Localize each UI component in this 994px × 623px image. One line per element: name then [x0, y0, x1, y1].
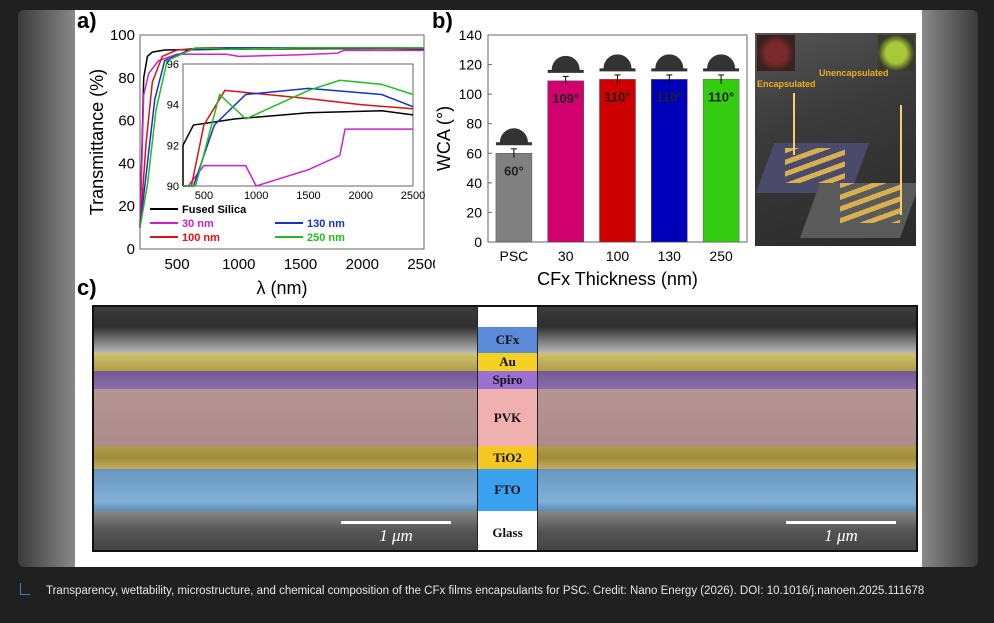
y-tick-label: 60: [466, 145, 482, 161]
bar-250: [702, 79, 740, 243]
series-line-30-nm: [139, 49, 424, 228]
layer-au: Au: [478, 353, 537, 371]
layer-cfx: CFx: [478, 327, 537, 353]
y-tick-label: 120: [459, 57, 483, 73]
x-tick-label: 2000: [346, 256, 379, 273]
x-tick-label: 30: [558, 248, 574, 264]
scale-bar-left: 1 μm: [341, 521, 451, 546]
wca-bar-chart: 0 20 40 60 80 100 120 140 60° PSC 109° 30 110° 100 110…: [434, 27, 748, 289]
x-tick-label: 130: [658, 248, 682, 264]
x-tick-label: 2500: [407, 256, 435, 273]
inset-series-line: [183, 79, 414, 187]
x-tick-label: 250: [709, 248, 733, 264]
layer-glass: Glass: [478, 511, 537, 550]
layer-pvk: PVK: [478, 389, 537, 446]
layer-tio2: TiO2: [478, 446, 537, 469]
x-tick-label: 1000: [222, 256, 255, 273]
panel-label-b: b): [432, 8, 453, 33]
bar-value-label: 110°: [604, 89, 630, 104]
inset-y-tick: 92: [167, 140, 179, 152]
x-tick-label: PSC: [500, 248, 529, 264]
droplet-image: [703, 54, 740, 72]
y-tick-label: 140: [459, 27, 483, 43]
unencapsulated-label: Unencapsulated: [819, 68, 889, 78]
x-tick-label: 500: [165, 256, 190, 273]
inset-y-tick: 90: [167, 181, 179, 193]
scale-bar-right: 1 μm: [786, 521, 896, 546]
panel-label-a: a): [77, 8, 97, 33]
bar-30: [547, 80, 584, 243]
y-tick-label: 40: [118, 155, 135, 172]
layer-spiro: Spiro: [478, 371, 537, 389]
layer-legend-column: CFx Au Spiro PVK TiO2 FTO Glass: [477, 307, 538, 550]
inset-series-line: [182, 110, 414, 186]
panel-label-c: c): [77, 275, 97, 300]
inset-x-tick: 2500: [401, 190, 425, 202]
droplet-image: [547, 55, 584, 73]
droplet-image: [495, 128, 532, 146]
y-tick-label: 80: [118, 70, 135, 87]
plot-frame: [139, 34, 425, 250]
transmittance-chart: 500 1000 1500 2000 2500 0 20 40 60 80 100 λ (nm) Tra…: [87, 27, 435, 298]
x-tick-label: 100: [606, 248, 630, 264]
y-tick-label: 40: [466, 175, 482, 191]
legend-label: 130 nm: [307, 218, 345, 230]
x-axis-label: λ (nm): [257, 278, 308, 298]
y-tick-label: 0: [127, 241, 135, 258]
y-tick-label: 60: [118, 113, 135, 130]
inset-x-tick: 1000: [244, 190, 268, 202]
bar-value-label: 60°: [504, 163, 524, 178]
inset-x-tick: 500: [195, 190, 213, 202]
y-tick-label: 100: [459, 86, 483, 102]
legend-label: 250 nm: [307, 232, 345, 244]
bar-100: [599, 79, 636, 243]
inset-x-tick: 2000: [348, 190, 372, 202]
x-tick-label: 1500: [284, 256, 317, 273]
encapsulated-label: Encapsulated: [757, 79, 816, 89]
y-tick-label: 20: [118, 198, 135, 215]
y-tick-label: 80: [466, 116, 482, 132]
inset-y-tick: 94: [167, 100, 179, 112]
y-tick-label: 100: [110, 27, 135, 44]
x-axis-label: CFx Thickness (nm): [537, 269, 698, 289]
layer-fto: FTO: [478, 469, 537, 511]
y-axis-label: WCA (°): [434, 106, 454, 171]
y-tick-label: 20: [466, 204, 482, 220]
device-photo: Encapsulated Unencapsulated: [755, 33, 916, 246]
y-axis-label: Transmittance (%): [87, 69, 107, 215]
legend-label: Fused Silica: [182, 204, 247, 216]
image-caption: Transparency, wettability, microstructur…: [46, 585, 925, 597]
inset-y-tick: 96: [167, 59, 179, 71]
bar-PSC: [495, 153, 533, 243]
bar-value-label: 110°: [708, 89, 734, 104]
y-tick-label: 0: [474, 234, 482, 250]
legend-label: 100 nm: [182, 232, 220, 244]
bar-value-label: 110°: [656, 89, 682, 104]
sem-cross-section: CFx Au Spiro PVK TiO2 FTO Glass 1 μm 1 μ…: [92, 305, 918, 552]
caption-corner-icon: [20, 583, 30, 595]
series-line-250-nm: [139, 47, 424, 228]
droplet-image: [651, 54, 688, 72]
droplet-image: [599, 54, 636, 72]
bar-130: [651, 79, 688, 243]
bar-value-label: 109°: [552, 91, 579, 106]
inset-frame: [182, 63, 414, 187]
legend-label: 30 nm: [182, 218, 214, 230]
inset-x-tick: 1500: [296, 190, 320, 202]
